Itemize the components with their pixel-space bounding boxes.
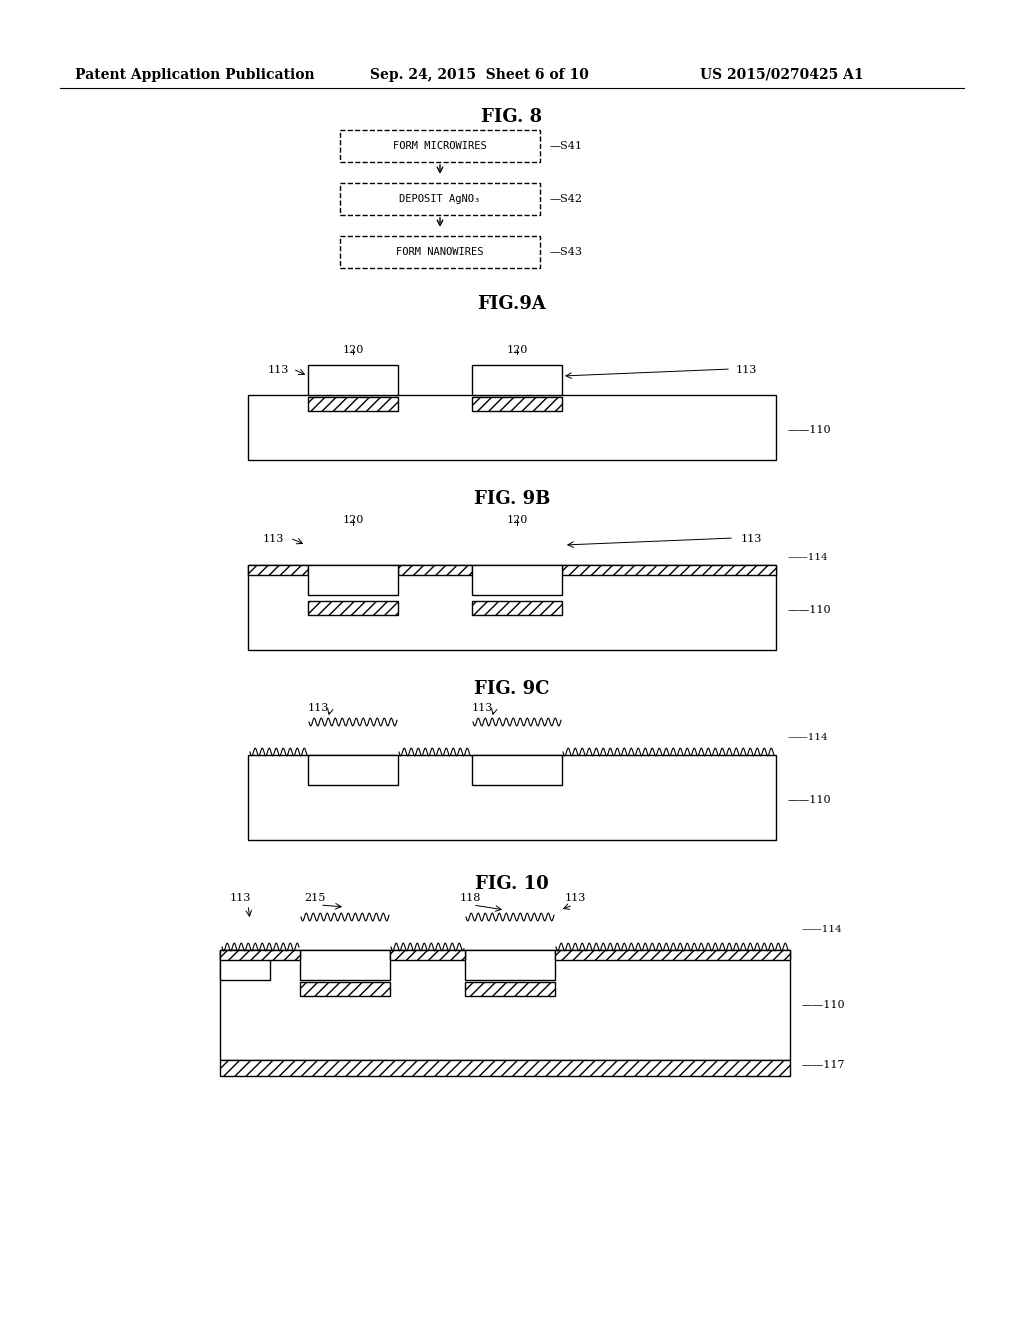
Bar: [472, 565, 562, 595]
Bar: [220, 950, 790, 1060]
Text: ——110: ——110: [788, 605, 831, 615]
Text: —S41: —S41: [550, 141, 583, 150]
Text: 113: 113: [262, 535, 284, 544]
Text: ——114: ——114: [802, 925, 843, 935]
Bar: [555, 950, 790, 960]
Bar: [248, 565, 776, 649]
Bar: [248, 755, 776, 840]
Bar: [308, 397, 398, 411]
Text: 118: 118: [460, 894, 480, 903]
Text: 113: 113: [307, 704, 329, 713]
FancyBboxPatch shape: [340, 129, 540, 162]
Bar: [220, 950, 270, 979]
Text: FIG. 9C: FIG. 9C: [474, 680, 550, 698]
Bar: [300, 982, 390, 997]
Text: 113: 113: [471, 704, 493, 713]
Bar: [562, 565, 776, 576]
Text: ——114: ——114: [788, 734, 828, 742]
Text: 113: 113: [735, 366, 757, 375]
Bar: [220, 1060, 790, 1076]
Text: —S43: —S43: [550, 247, 583, 257]
Bar: [308, 755, 398, 785]
Text: Patent Application Publication: Patent Application Publication: [75, 69, 314, 82]
Text: 113: 113: [564, 894, 586, 903]
Bar: [248, 565, 308, 576]
Text: ——117: ——117: [802, 1060, 846, 1071]
Bar: [308, 565, 398, 595]
Text: 113: 113: [229, 894, 251, 903]
Bar: [300, 950, 390, 979]
Text: 120: 120: [506, 515, 527, 525]
Text: 113: 113: [740, 535, 762, 544]
Bar: [472, 601, 562, 615]
Text: ——110: ——110: [802, 1001, 846, 1010]
FancyBboxPatch shape: [340, 183, 540, 215]
Bar: [472, 755, 562, 785]
Bar: [308, 601, 398, 615]
Text: ——110: ——110: [788, 795, 831, 805]
Bar: [472, 397, 562, 411]
Bar: [390, 950, 465, 960]
Text: 120: 120: [342, 345, 364, 355]
Text: FIG. 9B: FIG. 9B: [474, 490, 550, 508]
Text: 215: 215: [304, 894, 326, 903]
Text: DEPOSIT AgNO₃: DEPOSIT AgNO₃: [399, 194, 480, 205]
Bar: [465, 950, 555, 979]
Text: 120: 120: [342, 515, 364, 525]
Text: 120: 120: [506, 345, 527, 355]
Text: FIG. 8: FIG. 8: [481, 108, 543, 125]
Text: FORM NANOWIRES: FORM NANOWIRES: [396, 247, 483, 257]
Text: —S42: —S42: [550, 194, 583, 205]
Text: ——114: ——114: [788, 553, 828, 562]
Text: US 2015/0270425 A1: US 2015/0270425 A1: [700, 69, 863, 82]
Text: Sep. 24, 2015  Sheet 6 of 10: Sep. 24, 2015 Sheet 6 of 10: [370, 69, 589, 82]
FancyBboxPatch shape: [340, 236, 540, 268]
Text: 113: 113: [267, 366, 289, 375]
Text: FIG. 10: FIG. 10: [475, 875, 549, 894]
Text: FORM MICROWIRES: FORM MICROWIRES: [393, 141, 486, 150]
Bar: [220, 950, 300, 960]
Bar: [465, 982, 555, 997]
Bar: [248, 395, 776, 459]
Bar: [398, 565, 472, 576]
Bar: [472, 366, 562, 395]
Bar: [308, 366, 398, 395]
Text: ——110: ——110: [788, 425, 831, 436]
Text: FIG.9A: FIG.9A: [477, 294, 547, 313]
